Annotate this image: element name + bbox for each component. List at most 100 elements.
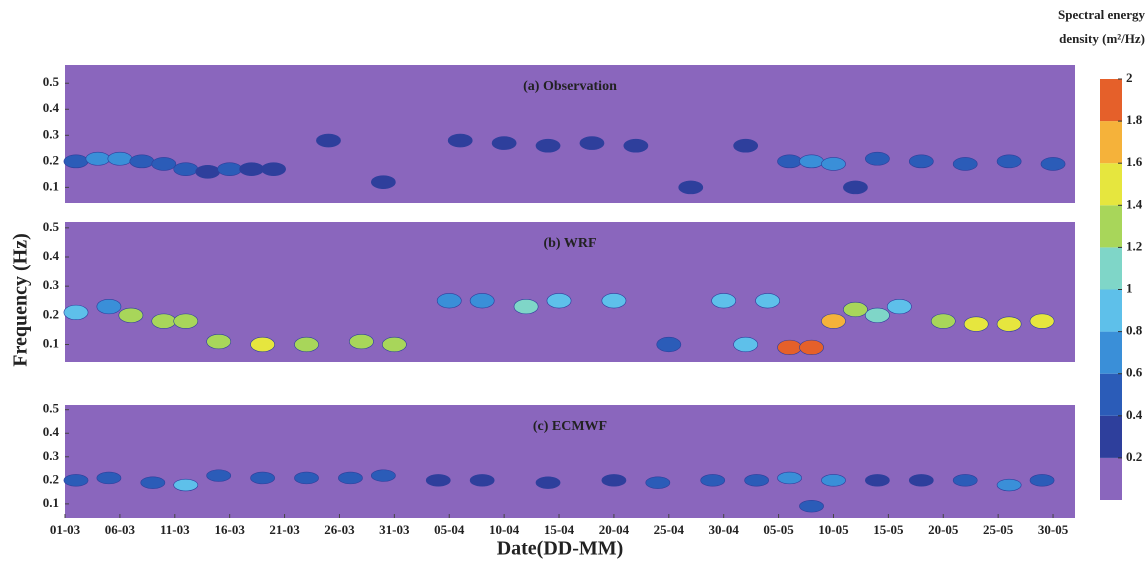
energy-patch xyxy=(513,298,539,315)
x-tick-label: 26-03 xyxy=(324,522,355,537)
energy-patch xyxy=(1029,474,1055,487)
energy-patch xyxy=(436,293,462,309)
x-tick-label: 10-05 xyxy=(818,522,849,537)
energy-patch xyxy=(799,500,824,513)
colorbar-swatch xyxy=(1100,247,1122,290)
x-tick-label: 06-03 xyxy=(105,522,136,537)
energy-patch xyxy=(623,138,649,153)
y-tick-label: 0.1 xyxy=(43,178,59,193)
energy-patch xyxy=(821,474,846,487)
colorbar-swatch xyxy=(1100,373,1122,416)
energy-patch xyxy=(656,336,682,353)
energy-patch xyxy=(777,339,802,356)
x-tick-label: 30-04 xyxy=(709,522,740,537)
x-tick-label: 16-03 xyxy=(215,522,246,537)
colorbar-label: Spectral energy xyxy=(1058,7,1146,22)
y-tick-label: 0.5 xyxy=(43,74,60,89)
colorbar-swatch xyxy=(1100,331,1122,374)
energy-patch xyxy=(799,339,824,356)
energy-patch xyxy=(173,478,199,492)
energy-patch xyxy=(206,333,232,350)
energy-patch xyxy=(1040,157,1066,171)
energy-patch xyxy=(151,313,177,329)
y-tick-label: 0.1 xyxy=(43,495,59,510)
energy-patch xyxy=(1029,313,1055,329)
x-tick-label: 01-03 xyxy=(50,522,81,537)
colorbar-swatch xyxy=(1100,121,1122,164)
energy-patch xyxy=(63,304,89,321)
energy-patch xyxy=(338,471,363,485)
x-tick-label: 10-04 xyxy=(489,522,520,537)
energy-patch xyxy=(601,474,627,487)
x-tick-label: 31-03 xyxy=(379,522,410,537)
colorbar-swatch xyxy=(1100,79,1122,122)
energy-patch xyxy=(195,164,221,179)
x-tick-label: 20-04 xyxy=(599,522,630,537)
energy-patch xyxy=(381,336,407,353)
energy-patch xyxy=(886,298,912,315)
energy-patch xyxy=(865,474,890,487)
energy-patch xyxy=(250,336,275,353)
energy-patch xyxy=(700,474,726,487)
energy-patch xyxy=(755,293,780,309)
energy-patch xyxy=(821,157,846,171)
energy-patch xyxy=(173,313,199,329)
energy-patch xyxy=(425,474,451,487)
energy-patch xyxy=(952,474,978,487)
x-tick-label: 11-03 xyxy=(160,522,190,537)
colorbar-tick-label: 0.4 xyxy=(1126,407,1143,422)
colorbar-swatch xyxy=(1100,289,1122,332)
energy-patch xyxy=(294,471,319,485)
x-tick-label: 25-04 xyxy=(654,522,685,537)
energy-patch xyxy=(645,476,671,489)
energy-patch xyxy=(930,313,956,329)
colorbar-tick-label: 1.6 xyxy=(1126,154,1143,169)
energy-patch xyxy=(63,474,89,487)
panel-background xyxy=(65,222,1075,362)
colorbar-swatch xyxy=(1100,205,1122,248)
colorbar-tick-label: 0.2 xyxy=(1126,449,1142,464)
y-tick-label: 0.5 xyxy=(43,219,60,234)
energy-patch xyxy=(535,138,561,153)
energy-patch xyxy=(140,476,166,489)
colorbar-tick-label: 1.8 xyxy=(1126,112,1143,127)
y-tick-label: 0.4 xyxy=(43,100,60,115)
y-tick-label: 0.3 xyxy=(43,277,60,292)
energy-patch xyxy=(843,301,868,318)
energy-patch xyxy=(733,138,759,153)
x-axis-label: Date(DD-MM) xyxy=(497,538,624,560)
energy-patch xyxy=(711,293,737,309)
energy-patch xyxy=(85,151,111,166)
energy-patch xyxy=(865,307,890,323)
panel-title: (c) ECMWF xyxy=(533,419,607,434)
x-tick-label: 30-05 xyxy=(1038,522,1069,537)
energy-patch xyxy=(294,336,319,353)
energy-patch xyxy=(239,162,265,176)
energy-patch xyxy=(963,316,989,332)
energy-patch xyxy=(535,476,561,489)
colorbar-swatch xyxy=(1100,163,1122,206)
energy-patch xyxy=(865,151,890,166)
x-tick-label: 25-05 xyxy=(983,522,1014,537)
energy-patch xyxy=(118,307,144,323)
energy-patch xyxy=(217,162,243,176)
energy-patch xyxy=(996,316,1022,332)
colorbar-tick-label: 1.2 xyxy=(1126,238,1142,253)
energy-patch xyxy=(601,293,627,309)
energy-patch xyxy=(799,154,824,169)
colorbar-swatch xyxy=(1100,457,1122,500)
energy-patch xyxy=(151,157,177,171)
energy-patch xyxy=(952,157,978,171)
panel-title: (a) Observation xyxy=(523,79,617,94)
colorbar-tick-label: 2 xyxy=(1126,70,1133,85)
energy-patch xyxy=(843,180,868,195)
energy-patch xyxy=(579,136,605,150)
energy-patch xyxy=(96,298,122,315)
energy-patch xyxy=(777,471,802,485)
y-tick-label: 0.2 xyxy=(43,471,59,486)
y-tick-label: 0.2 xyxy=(43,152,59,167)
x-tick-label: 20-05 xyxy=(928,522,959,537)
energy-patch xyxy=(996,478,1022,492)
energy-patch xyxy=(996,154,1022,169)
